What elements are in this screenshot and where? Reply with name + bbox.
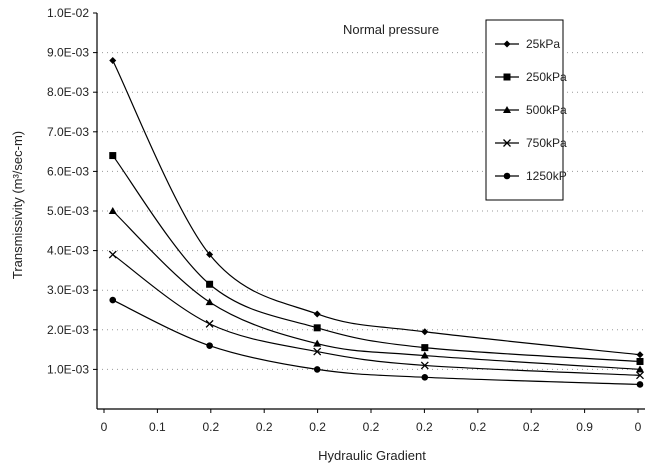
x-tick-label: 0.2: [469, 420, 486, 434]
legend-item: 25kPa: [495, 37, 560, 51]
data-series: [108, 57, 644, 388]
data-point: [109, 152, 117, 160]
x-tick-label: 0.2: [256, 420, 273, 434]
series-750kPa: [108, 250, 644, 380]
x-tick-label: 0.2: [363, 420, 380, 434]
chart-annotation: Normal pressure: [343, 22, 439, 37]
data-point: [206, 251, 214, 259]
series-250kPa: [109, 152, 644, 365]
y-tick-label: 4.0E-03: [47, 244, 89, 258]
series-25kPa: [109, 57, 644, 359]
x-tick-label: 0.2: [523, 420, 540, 434]
data-point: [421, 374, 429, 381]
data-point: [313, 366, 321, 373]
data-point: [503, 106, 511, 113]
data-point: [636, 365, 644, 373]
data-point: [636, 381, 644, 388]
x-tick-labels: 0 0.1 0.2 0.2 0.2 0.2 0.2 0.2 0.2 0.9 0: [101, 420, 642, 434]
y-tick-label: 6.0E-03: [47, 164, 89, 178]
legend-label: 500kPa: [526, 103, 567, 117]
data-point: [421, 344, 429, 352]
x-axis-label: Hydraulic Gradient: [318, 448, 426, 463]
x-tick-label: 0: [635, 420, 642, 434]
data-point: [313, 310, 321, 318]
data-point: [109, 57, 117, 65]
y-tick-label: 9.0E-03: [47, 46, 89, 60]
series-line: [112, 254, 641, 376]
x-tick-label: 0.2: [309, 420, 326, 434]
x-tick-label: 0.2: [416, 420, 433, 434]
y-tick-label: 5.0E-03: [47, 204, 89, 218]
data-point: [636, 357, 644, 365]
y-tick-label: 3.0E-03: [47, 283, 89, 297]
data-point: [636, 371, 644, 380]
legend-label: 750kPa: [526, 136, 567, 150]
data-point: [420, 361, 429, 370]
data-point: [205, 298, 214, 306]
y-tick-label: 1.0E-03: [47, 362, 89, 376]
data-point: [109, 296, 117, 304]
data-point: [421, 328, 429, 336]
legend-label: 25kPa: [526, 37, 560, 51]
legend-item: 250kPa: [495, 70, 567, 84]
data-point: [206, 280, 214, 288]
y-tick-labels: 1.0E-03 2.0E-03 3.0E-03 4.0E-03 5.0E-03 6.0E-…: [47, 6, 89, 376]
y-tick-label: 7.0E-03: [47, 125, 89, 139]
data-point: [108, 250, 117, 259]
data-point: [503, 172, 511, 180]
x-tick-label: 0.9: [576, 420, 593, 434]
y-tick-label: 2.0E-03: [47, 323, 89, 337]
legend-item: 750kPa: [495, 136, 567, 150]
legend-item: 1250kP: [495, 169, 567, 183]
data-point: [503, 40, 511, 48]
legend-label: 1250kP: [526, 169, 567, 183]
data-point: [313, 339, 322, 347]
data-point: [313, 324, 321, 332]
x-tick-label: 0.2: [202, 420, 219, 434]
data-point: [503, 73, 511, 81]
y-axis-label: Transmissivity (m³/sec-m): [10, 131, 25, 279]
y-tick-label: 1.0E-02: [47, 6, 89, 20]
data-point: [636, 351, 644, 359]
series-line: [112, 210, 641, 370]
data-point: [503, 139, 511, 147]
series-500kPa: [108, 207, 644, 373]
series-1250kP: [109, 296, 644, 388]
data-point: [205, 319, 214, 328]
series-line: [112, 299, 641, 386]
data-point: [108, 207, 117, 214]
data-point: [313, 347, 322, 356]
axes: [93, 12, 645, 413]
legend: 25kPa 250kPa 500kPa 750kPa 1250kP: [485, 19, 567, 201]
y-tick-label: 8.0E-03: [47, 85, 89, 99]
legend-item: 500kPa: [495, 103, 567, 117]
x-tick-label: 0.1: [149, 420, 166, 434]
data-point: [206, 342, 213, 349]
data-point: [420, 351, 429, 359]
legend-label: 250kPa: [526, 70, 567, 84]
x-tick-label: 0: [101, 420, 108, 434]
